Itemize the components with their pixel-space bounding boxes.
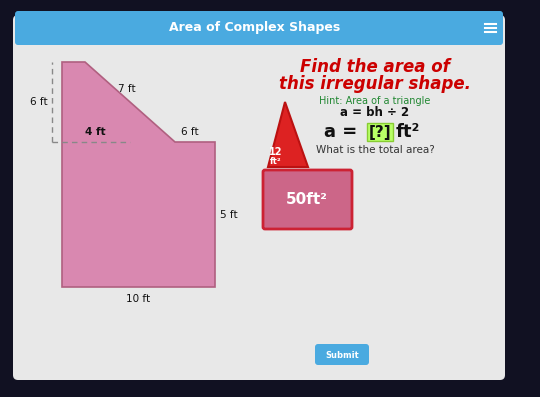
FancyBboxPatch shape <box>315 344 369 365</box>
FancyBboxPatch shape <box>367 123 393 141</box>
Text: ft²: ft² <box>270 156 282 166</box>
Polygon shape <box>268 102 308 167</box>
Text: [?]: [?] <box>369 125 392 139</box>
Text: 10 ft: 10 ft <box>126 294 150 304</box>
Text: What is the total area?: What is the total area? <box>315 145 434 155</box>
Text: a = bh ÷ 2: a = bh ÷ 2 <box>340 106 409 119</box>
Text: Submit: Submit <box>325 351 359 360</box>
Text: this irregular shape.: this irregular shape. <box>279 75 471 93</box>
Text: 6 ft: 6 ft <box>30 97 48 107</box>
Text: Hint: Area of a triangle: Hint: Area of a triangle <box>319 96 431 106</box>
Text: a =: a = <box>323 123 363 141</box>
Text: 5 ft: 5 ft <box>220 210 238 220</box>
Text: 7 ft: 7 ft <box>118 84 136 94</box>
FancyBboxPatch shape <box>15 11 503 45</box>
Text: 50ft²: 50ft² <box>286 193 328 208</box>
FancyBboxPatch shape <box>263 170 352 229</box>
Text: 6 ft: 6 ft <box>181 127 199 137</box>
Text: 4 ft: 4 ft <box>85 127 105 137</box>
Text: ft²: ft² <box>396 123 420 141</box>
Text: 12: 12 <box>269 147 283 157</box>
Polygon shape <box>62 62 215 287</box>
Text: Find the area of: Find the area of <box>300 58 450 76</box>
Text: Area of Complex Shapes: Area of Complex Shapes <box>170 21 341 35</box>
FancyBboxPatch shape <box>13 15 505 380</box>
